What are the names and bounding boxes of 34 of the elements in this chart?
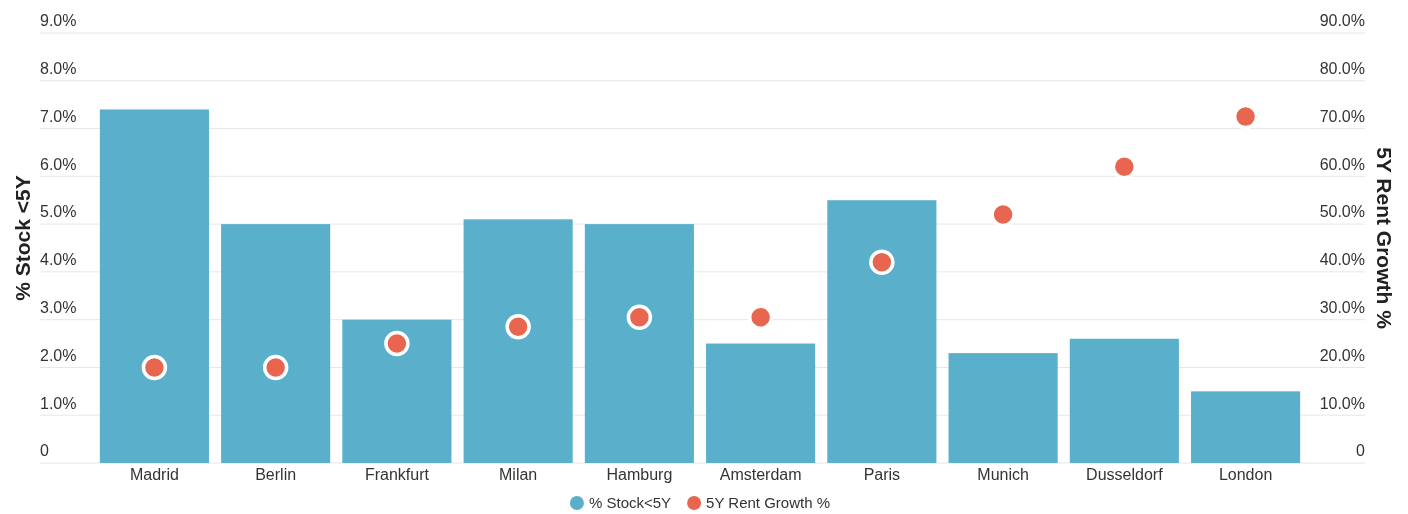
y2-tick-label: 70.0% — [1319, 107, 1365, 125]
y2-tick-label: 0 — [1356, 442, 1366, 460]
y-tick-label: 1.0% — [40, 394, 77, 412]
x-tick-label: Milan — [499, 466, 538, 484]
x-tick-label: Frankfurt — [364, 466, 430, 484]
x-tick-label: Munich — [977, 466, 1029, 484]
x-tick-label: Paris — [863, 466, 901, 484]
y2-tick-label: 80.0% — [1319, 60, 1365, 78]
legend-label: 5Y Rent Growth % — [706, 494, 831, 512]
y-tick-label: 9.0% — [40, 12, 77, 30]
y-tick-label: 2.0% — [40, 346, 77, 364]
y-tick-label: 5.0% — [40, 203, 77, 221]
y-axis-title: % Stock <5Y — [11, 175, 34, 301]
x-tick-label: Berlin — [255, 466, 297, 484]
y2-tick-label: 10.0% — [1319, 394, 1365, 412]
y2-tick-label: 90.0% — [1319, 12, 1365, 30]
y-tick-label: 4.0% — [40, 251, 77, 269]
x-tick-label: Madrid — [129, 466, 179, 484]
x-tick-label: Hamburg — [606, 466, 673, 484]
y2-tick-label: 50.0% — [1319, 203, 1365, 221]
y-tick-label: 0 — [40, 442, 49, 460]
y-tick-label: 3.0% — [40, 298, 77, 316]
x-tick-label: Amsterdam — [719, 466, 802, 484]
y-tick-label: 8.0% — [40, 60, 77, 78]
y2-axis-title: 5Y Rent Growth % — [1373, 147, 1396, 330]
y2-tick-label: 60.0% — [1319, 155, 1365, 173]
y-tick-label: 7.0% — [40, 107, 77, 125]
x-tick-label: London — [1218, 466, 1273, 484]
y-tick-label: 6.0% — [40, 155, 77, 173]
y2-tick-label: 30.0% — [1319, 298, 1365, 316]
y2-tick-label: 40.0% — [1319, 251, 1365, 269]
legend-label: % Stock<5Y — [588, 494, 672, 512]
y2-tick-label: 20.0% — [1319, 346, 1365, 364]
x-tick-label: Dusseldorf — [1086, 466, 1164, 484]
